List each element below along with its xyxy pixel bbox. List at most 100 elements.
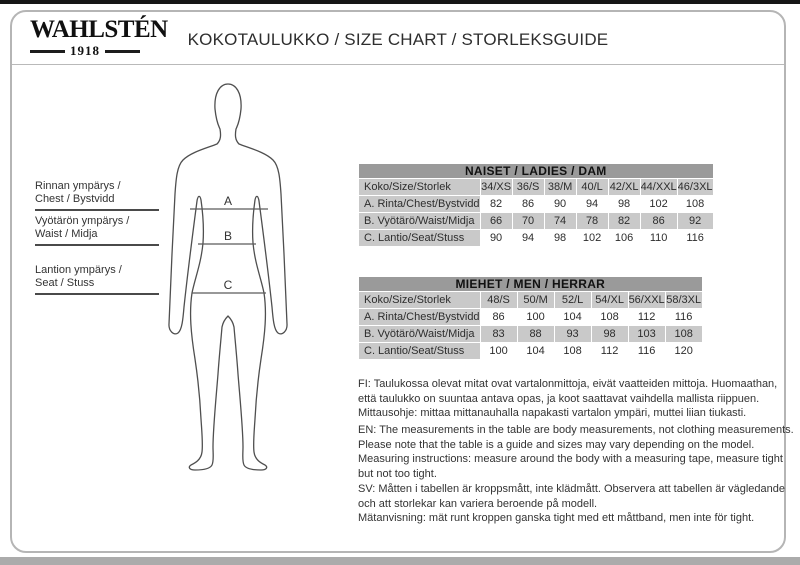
marker-b: B: [224, 229, 232, 243]
seat-label-line2: Seat / Stuss: [35, 276, 95, 289]
note-swedish: SV: Måtten i tabellen är kroppsmått, int…: [358, 482, 785, 526]
value-cell: 90: [489, 232, 503, 244]
value-cell: 83: [480, 326, 517, 342]
value-cell: 108: [685, 198, 705, 210]
measurement-label-cell: B. Vyötärö/Waist/Midja: [359, 213, 480, 229]
value-cell: 108: [600, 311, 619, 323]
measurement-row: C. Lantio/Seat/Stuss 100 104 108 112 116 120: [359, 343, 702, 359]
value-cell: 86: [492, 311, 505, 323]
value-cell: 86: [521, 198, 535, 210]
size-cell: 58/3XL: [665, 292, 702, 308]
men-table-title: MIEHET / MEN / HERRAR: [359, 277, 702, 291]
note-line: SV: Måtten i tabellen är kroppsmått, int…: [358, 483, 785, 495]
value-cell: 104: [563, 311, 582, 323]
size-cell: 56/XXL: [628, 292, 665, 308]
value-cell: 66: [480, 213, 512, 229]
waist-label: Vyötärön ympärys / Waist / Midja: [35, 215, 159, 246]
waist-label-line1: Vyötärön ympärys /: [35, 215, 130, 227]
value-cell: 90: [553, 198, 567, 210]
size-cell: 42/XL: [608, 179, 640, 195]
value-cell: 102: [582, 232, 602, 244]
top-edge-bar: [0, 0, 800, 4]
note-line: och att storlekar kan variera beroende p…: [358, 497, 598, 510]
measurement-row: A. Rinta/Chest/Bystvidd 82 86 90 94 98 102 108: [359, 196, 713, 212]
value-cell: 92: [677, 213, 713, 229]
value-cell: 98: [553, 232, 567, 244]
size-cell: 34/XS: [480, 179, 512, 195]
note-english: EN: The measurements in the table are bo…: [358, 423, 794, 481]
size-cell: 54/XL: [591, 292, 628, 308]
value-cell: 88: [517, 326, 554, 342]
value-cell: 116: [686, 232, 704, 244]
women-table-title: NAISET / LADIES / DAM: [359, 164, 713, 178]
waist-label-line2: Waist / Midja: [35, 227, 98, 240]
header: WAHLSTÉN 1918 KOKOTAULUKKO / SIZE CHART …: [12, 12, 784, 65]
chest-label-line1: Rinnan ympärys /: [35, 180, 121, 192]
note-line: että taulukko on suuntaa antava opas, ja…: [358, 392, 760, 405]
men-size-table: MIEHET / MEN / HERRAR Koko/Size/Storlek 48…: [358, 276, 703, 360]
value-cell: 93: [554, 326, 591, 342]
body-outline-path: [168, 83, 288, 471]
note-line: Measuring instructions: measure around t…: [358, 453, 783, 466]
seat-label: Lantion ympärys / Seat / Stuss: [35, 264, 159, 295]
left-dash: [30, 49, 65, 53]
chest-label-line2: Chest / Bystvidd: [35, 192, 115, 205]
value-cell: 104: [526, 345, 545, 357]
page-title: KOKOTAULUKKO / SIZE CHART / STORLEKSGUID…: [187, 30, 609, 49]
size-cell: 36/S: [512, 179, 544, 195]
size-cell: 52/L: [554, 292, 591, 308]
value-cell: 110: [649, 232, 668, 244]
value-cell: 98: [617, 198, 631, 210]
note-line: but not too tight.: [358, 467, 437, 480]
note-line: EN: The measurements in the table are bo…: [358, 424, 794, 436]
value-cell: 70: [512, 213, 544, 229]
body-figure: A B C: [168, 83, 288, 471]
women-size-table: NAISET / LADIES / DAM Koko/Size/Storlek 34…: [358, 163, 714, 247]
value-cell: 82: [608, 213, 640, 229]
size-header-row: Koko/Size/Storlek 48/S 50/M 52/L 54/XL 56/XXL…: [359, 292, 702, 308]
value-cell: 100: [489, 345, 508, 357]
value-cell: 116: [637, 345, 656, 357]
value-cell: 100: [526, 311, 545, 323]
measurement-label-cell: A. Rinta/Chest/Bystvidd: [359, 196, 480, 212]
size-chart-frame: WAHLSTÉN 1918 KOKOTAULUKKO / SIZE CHART …: [10, 10, 794, 553]
value-cell: 74: [544, 213, 576, 229]
measurement-label-cell: C. Lantio/Seat/Stuss: [359, 230, 480, 246]
measurement-row: B. Vyötärö/Waist/Midja 66 70 74 78 82 86 92: [359, 213, 713, 229]
note-line: Please note that the table is a guide an…: [358, 438, 755, 451]
marker-a: A: [224, 194, 232, 208]
size-cell: 40/L: [576, 179, 608, 195]
measurement-label-cell: A. Rinta/Chest/Bystvidd: [359, 309, 480, 325]
measurement-row: C. Lantio/Seat/Stuss 90 94 98 102 106 110 116: [359, 230, 713, 246]
size-cell: 48/S: [480, 292, 517, 308]
value-cell: 112: [637, 311, 656, 323]
note-line: Mittausohje: mittaa mittanauhalla napaka…: [358, 407, 747, 420]
value-cell: 98: [591, 326, 628, 342]
value-cell: 106: [614, 232, 634, 244]
chest-label: Rinnan ympärys / Chest / Bystvidd: [35, 180, 159, 211]
value-cell: 108: [665, 326, 702, 342]
measurement-label-cell: B. Vyötärö/Waist/Midja: [359, 326, 480, 342]
value-cell: 103: [628, 326, 665, 342]
brand-year-row: 1918: [30, 43, 140, 59]
note-finnish: FI: Taulukossa olevat mitat ovat vartalo…: [358, 377, 777, 421]
seat-label-line1: Lantion ympärys /: [35, 264, 122, 276]
measurement-row: A. Rinta/Chest/Bystvidd 86 100 104 108 112 116: [359, 309, 702, 325]
right-dash: [105, 49, 140, 53]
brand-logo: WAHLSTÉN 1918: [30, 16, 168, 59]
size-label-cell: Koko/Size/Storlek: [359, 292, 480, 308]
note-line: Mätanvisning: mät runt kroppen ganska ti…: [358, 512, 755, 525]
value-cell: 78: [576, 213, 608, 229]
value-cell: 94: [585, 198, 599, 210]
value-cell: 102: [649, 198, 668, 210]
size-cell: 46/3XL: [677, 179, 713, 195]
note-line: FI: Taulukossa olevat mitat ovat vartalo…: [358, 378, 778, 390]
brand-year: 1918: [70, 43, 100, 58]
bottom-edge-bar: [0, 557, 800, 565]
value-cell: 108: [563, 345, 582, 357]
value-cell: 94: [521, 232, 535, 244]
size-cell: 38/M: [544, 179, 576, 195]
brand-name: WAHLSTÉN: [30, 16, 168, 43]
size-cell: 50/M: [517, 292, 554, 308]
size-cell: 44/XXL: [640, 179, 677, 195]
